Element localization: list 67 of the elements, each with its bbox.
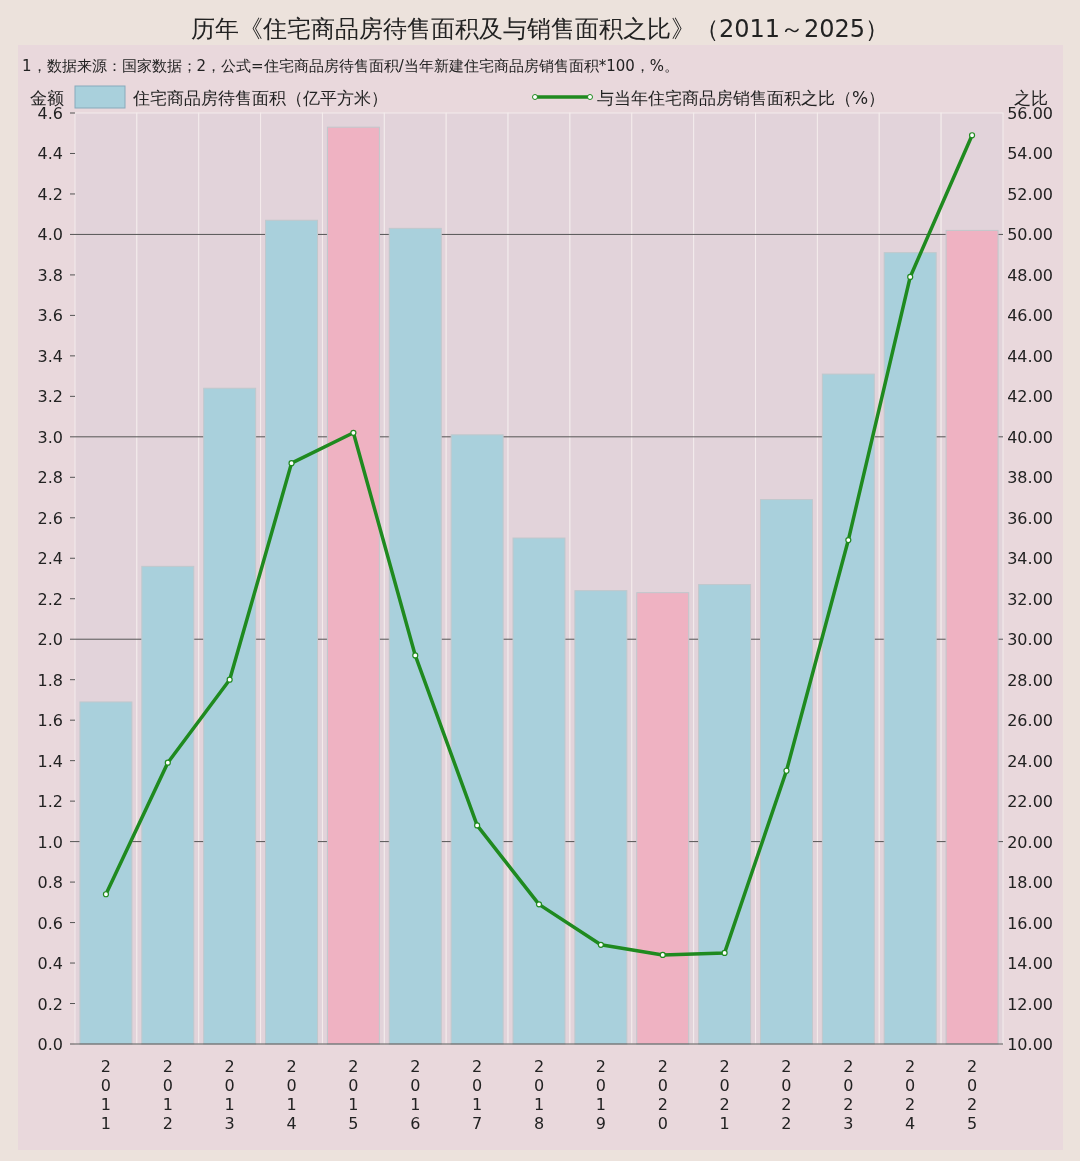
x-tick-label: 2023 xyxy=(843,1057,854,1133)
y-tick-label: 0.2 xyxy=(37,994,63,1014)
x-tick-label: 2012 xyxy=(162,1057,173,1133)
y2-tick-label: 26.00 xyxy=(1007,711,1053,731)
y2-tick-label: 20.00 xyxy=(1007,832,1053,852)
series-label: 住宅商品房待售面积（亿平方米） xyxy=(132,88,388,108)
y2-tick-label: 36.00 xyxy=(1007,508,1053,528)
y2-tick-label: 54.00 xyxy=(1007,144,1053,164)
y2-tick-label: 48.00 xyxy=(1007,265,1053,285)
y2-tick-label: 52.00 xyxy=(1007,184,1053,204)
x-tick-label: 2015 xyxy=(348,1057,359,1133)
y2-tick-label: 18.00 xyxy=(1007,873,1053,893)
y2-tick-label: 12.00 xyxy=(1007,994,1053,1014)
y-tick-label: 4.0 xyxy=(37,225,63,245)
y-tick-label: 0.8 xyxy=(37,873,63,893)
y2-tick-label: 14.00 xyxy=(1007,954,1053,974)
y-tick-label: 3.8 xyxy=(37,265,63,285)
y2-tick-label: 10.00 xyxy=(1007,1035,1053,1054)
x-tick-label: 2019 xyxy=(595,1057,606,1133)
y2-tick-label: 24.00 xyxy=(1007,751,1053,771)
chart-subtitle: 1，数据来源：国家数据；2，公式=住宅商品房待售面积/当年新建住宅商品房销售面积*100，%。 xyxy=(22,57,680,75)
y2-tick-label: 28.00 xyxy=(1007,670,1053,690)
legend-label: 与当年住宅商品房销售面积之比（%） xyxy=(597,88,886,108)
y2-tick-label: 32.00 xyxy=(1007,589,1053,609)
x-tick-label: 2017 xyxy=(472,1057,483,1133)
x-tick-label: 2014 xyxy=(286,1057,297,1133)
y-tick-label: 1.8 xyxy=(37,670,63,690)
y-tick-label: 1.2 xyxy=(37,792,63,812)
y2-tick-label: 34.00 xyxy=(1007,549,1053,569)
y2-tick-label: 22.00 xyxy=(1007,792,1053,812)
y2-tick-label: 30.00 xyxy=(1007,630,1053,650)
x-tick-label: 2016 xyxy=(410,1057,421,1133)
x-tick-label: 2013 xyxy=(224,1057,235,1133)
y2-tick-label: 46.00 xyxy=(1007,306,1053,326)
y-tick-label: 1.0 xyxy=(37,832,63,852)
y-tick-label: 3.6 xyxy=(37,306,63,326)
y-tick-label: 0.6 xyxy=(37,913,63,933)
y-tick-label: 4.4 xyxy=(37,144,63,164)
x-tick-label: 2022 xyxy=(781,1057,792,1133)
y-tick-label: 2.2 xyxy=(37,589,63,609)
y-tick-label: 4.2 xyxy=(37,184,63,204)
y-tick-label: 3.4 xyxy=(37,346,63,366)
x-tick-label: 2020 xyxy=(657,1057,668,1133)
y2-tick-label: 44.00 xyxy=(1007,346,1053,366)
chart-title: 历年《住宅商品房待售面积及与销售面积之比》（2011～2025） xyxy=(190,15,890,43)
y2-tick-label: 38.00 xyxy=(1007,468,1053,488)
y-tick-label: 2.6 xyxy=(37,508,63,528)
x-tick-label: 2018 xyxy=(533,1057,545,1133)
y-tick-label: 0.4 xyxy=(37,954,63,974)
y2-tick-label: 16.00 xyxy=(1007,913,1053,933)
y-tick-label: 3.2 xyxy=(37,387,63,407)
x-tick-label: 2021 xyxy=(719,1057,730,1133)
y-tick-label: 2.4 xyxy=(37,549,63,569)
y-tick-label: 3.0 xyxy=(37,427,63,447)
y-tick-label: 2.0 xyxy=(37,630,63,650)
y2-axis-title: 之比 xyxy=(1014,88,1048,108)
y2-tick-label: 40.00 xyxy=(1007,427,1053,447)
y2-tick-label: 42.00 xyxy=(1007,387,1053,407)
y-tick-label: 0.0 xyxy=(37,1035,63,1054)
x-tick-label: 2025 xyxy=(966,1057,978,1133)
x-tick-label: 2024 xyxy=(905,1057,916,1133)
y-axis-title: 金额 xyxy=(30,88,64,108)
y2-tick-label: 50.00 xyxy=(1007,225,1053,245)
y-tick-label: 1.6 xyxy=(37,711,63,731)
y-tick-label: 2.8 xyxy=(37,468,63,488)
x-tick-label: 2011 xyxy=(100,1057,112,1133)
y-tick-label: 1.4 xyxy=(37,751,63,771)
